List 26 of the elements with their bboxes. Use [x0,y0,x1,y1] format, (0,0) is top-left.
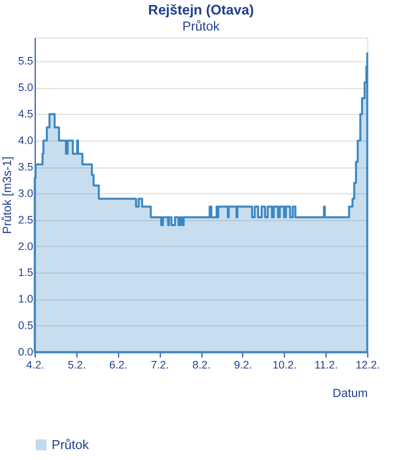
x-tick-label: 12.2. [356,359,380,372]
x-tick-label: 11.2. [314,359,338,372]
y-tick-label: 3.0 [18,188,34,200]
y-axis-title: Průtok [m3s-1] [0,156,14,234]
x-tick-label: 10.2. [272,359,297,372]
y-tick-label: 1.0 [18,294,34,306]
y-tick-label: 0.5 [18,320,34,332]
x-tick-label: 7.2. [150,359,170,372]
x-tick-label: 9.2. [234,359,252,372]
y-tick-label: 2.0 [18,240,34,253]
y-tick-label: 4.0 [18,135,34,148]
y-tick-label: 2.5 [18,214,34,226]
chart-subtitle: Průtok [182,18,220,34]
y-tick-label: 5.5 [18,56,34,68]
x-tick-label: 4.2. [26,359,44,372]
y-tick-label: 5.0 [18,82,34,94]
chart-title: Rejštejn (Otava) [148,2,254,18]
x-tick-label: 6.2. [109,359,128,372]
x-axis-title: Datum [332,386,368,400]
x-tick-label: 5.2. [68,359,86,372]
y-tick-label: 4.5 [18,108,34,121]
x-tick-label: 8.2. [192,359,211,372]
y-tick-label: 1.5 [18,267,34,280]
y-tick-label: 0.0 [18,346,34,359]
legend-label: Průtok [52,436,90,452]
y-tick-label: 3.5 [18,161,34,174]
